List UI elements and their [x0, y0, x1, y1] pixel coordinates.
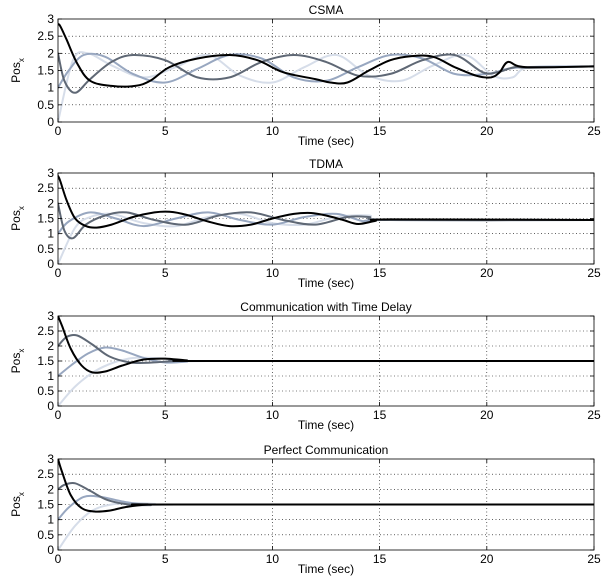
- x-tick-label: 15: [373, 124, 387, 138]
- y-tick-label: 3: [47, 12, 54, 26]
- x-tick-label: 20: [480, 124, 494, 138]
- y-axis-label: Posx: [9, 58, 26, 83]
- y-tick-label: 1: [47, 81, 54, 95]
- x-tick-label: 0: [55, 552, 62, 566]
- x-tick-label: 10: [266, 266, 280, 280]
- series-line-3: [58, 202, 594, 240]
- y-tick-label: 1.5: [37, 354, 54, 368]
- y-tick-label: 0: [47, 257, 54, 271]
- series-line-2: [58, 494, 594, 521]
- y-tick-label: 0: [47, 543, 54, 557]
- y-tick-label: 0.5: [37, 242, 54, 256]
- series-group: [58, 23, 594, 122]
- y-axis-label-main: Pos: [9, 210, 23, 231]
- x-tick-label: 5: [162, 408, 169, 422]
- y-axis-label-subscript: x: [17, 492, 26, 496]
- x-tick-label: 5: [162, 552, 169, 566]
- x-axis-label: Time (sec): [298, 418, 354, 432]
- x-tick-label: 5: [162, 266, 169, 280]
- y-tick-label: 0.5: [37, 98, 54, 112]
- x-tick-label: 0: [55, 408, 62, 422]
- x-axis-label: Time (sec): [298, 562, 354, 576]
- x-axis-label: Time (sec): [298, 134, 354, 148]
- y-axis-label: Posx: [9, 206, 26, 231]
- series-line-4: [58, 23, 594, 88]
- x-tick-label: 15: [373, 266, 387, 280]
- y-tick-label: 0: [47, 115, 54, 129]
- x-tick-label: 15: [373, 552, 387, 566]
- y-tick-label: 1.5: [37, 64, 54, 78]
- chart-title: CSMA: [309, 3, 344, 17]
- x-tick-label: 25: [587, 408, 601, 422]
- y-tick-label: 2: [47, 482, 54, 496]
- y-tick-label: 2.5: [37, 181, 54, 195]
- y-axis-label-main: Pos: [9, 62, 23, 83]
- series-group: [58, 175, 594, 264]
- y-tick-label: 2.5: [37, 29, 54, 43]
- x-tick-label: 25: [587, 266, 601, 280]
- x-tick-label: 10: [266, 408, 280, 422]
- y-tick-label: 1: [47, 227, 54, 241]
- y-axis-label-main: Pos: [9, 496, 23, 517]
- series-line-1: [58, 356, 594, 406]
- x-tick-label: 0: [55, 124, 62, 138]
- x-tick-label: 10: [266, 124, 280, 138]
- y-tick-label: 0: [47, 399, 54, 413]
- y-tick-label: 0.5: [37, 528, 54, 542]
- series-group: [58, 316, 594, 406]
- chart-panel-4: Perfect Communication 0 5 10 15 20 25 00.511.5 2…: [9, 443, 601, 576]
- series-group: [58, 459, 594, 550]
- x-tick-label: 10: [266, 552, 280, 566]
- x-tick-label: 0: [55, 266, 62, 280]
- y-tick-label: 0.5: [37, 384, 54, 398]
- x-tick-label: 20: [480, 408, 494, 422]
- x-axis-label: Time (sec): [298, 276, 354, 290]
- y-tick-label: 2: [47, 339, 54, 353]
- y-tick-label: 2: [47, 196, 54, 210]
- y-tick-label: 1: [47, 369, 54, 383]
- y-axis-label: Posx: [9, 349, 26, 374]
- x-tick-label: 20: [480, 552, 494, 566]
- y-tick-label: 2: [47, 46, 54, 60]
- y-tick-label: 3: [47, 309, 54, 323]
- series-line-4: [58, 459, 594, 513]
- series-line-4: [58, 175, 594, 229]
- y-axis-label-subscript: x: [17, 58, 26, 62]
- chart-panel-2: TDMA 0 5 10 15 20 25 00.511.5 22.53 Time (sec) Pos…: [9, 157, 601, 290]
- chart-title: TDMA: [309, 157, 343, 171]
- series-line-1: [58, 501, 594, 550]
- series-line-3: [58, 52, 594, 94]
- y-tick-label: 1: [47, 513, 54, 527]
- y-tick-label: 3: [47, 452, 54, 466]
- series-line-1: [58, 212, 594, 264]
- series-line-3: [58, 481, 594, 507]
- x-tick-label: 25: [587, 124, 601, 138]
- x-tick-label: 5: [162, 124, 169, 138]
- series-line-2: [58, 211, 594, 235]
- y-tick-label: 1.5: [37, 212, 54, 226]
- chart-title: Perfect Communication: [264, 443, 389, 457]
- y-axis-label-subscript: x: [17, 349, 26, 353]
- y-tick-label: 3: [47, 166, 54, 180]
- series-line-3: [58, 333, 594, 365]
- y-axis-label-main: Pos: [9, 353, 23, 374]
- series-line-4: [58, 316, 594, 374]
- x-tick-label: 15: [373, 408, 387, 422]
- y-axis-label: Posx: [9, 492, 26, 517]
- y-tick-label: 2.5: [37, 467, 54, 481]
- chart-title: Communication with Time Delay: [240, 300, 411, 314]
- y-tick-label: 2.5: [37, 324, 54, 338]
- y-tick-label: 1.5: [37, 498, 54, 512]
- y-axis-label-subscript: x: [17, 206, 26, 210]
- x-tick-label: 25: [587, 552, 601, 566]
- x-tick-label: 20: [480, 266, 494, 280]
